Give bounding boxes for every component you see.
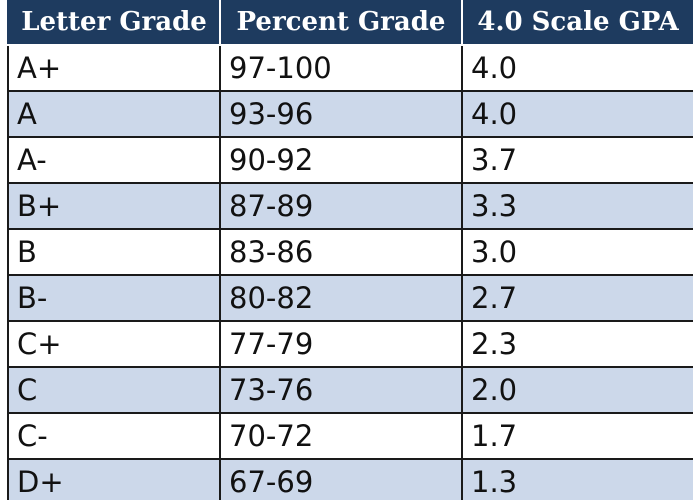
gpa-cell: 3.0 (461, 228, 693, 276)
percent-grade-cell: 87-89 (219, 182, 463, 230)
table-row: A+ 97-100 4.0 (7, 44, 693, 92)
table-row: B 83-86 3.0 (7, 228, 693, 276)
header-gpa: 4.0 Scale GPA (461, 0, 693, 46)
table-row: D+ 67-69 1.3 (7, 458, 693, 500)
percent-grade-cell: 90-92 (219, 136, 463, 184)
gpa-cell: 2.0 (461, 366, 693, 414)
table-row: B- 80-82 2.7 (7, 274, 693, 322)
gpa-cell: 4.0 (461, 44, 693, 92)
table-row: C- 70-72 1.7 (7, 412, 693, 460)
letter-grade-cell: C (7, 366, 221, 414)
letter-grade-cell: C- (7, 412, 221, 460)
table-row: C+ 77-79 2.3 (7, 320, 693, 368)
gpa-cell: 4.0 (461, 90, 693, 138)
header-percent-grade: Percent Grade (219, 0, 463, 46)
header-row: Letter Grade Percent Grade 4.0 Scale GPA (7, 0, 693, 46)
table-row: B+ 87-89 3.3 (7, 182, 693, 230)
table-row: A 93-96 4.0 (7, 90, 693, 138)
letter-grade-cell: A- (7, 136, 221, 184)
gpa-cell: 3.7 (461, 136, 693, 184)
table-row: C 73-76 2.0 (7, 366, 693, 414)
grade-conversion-table: Letter Grade Percent Grade 4.0 Scale GPA… (7, 0, 693, 500)
gpa-cell: 1.3 (461, 458, 693, 500)
grade-table-container: Letter Grade Percent Grade 4.0 Scale GPA… (7, 0, 693, 500)
gpa-cell: 2.7 (461, 274, 693, 322)
percent-grade-cell: 97-100 (219, 44, 463, 92)
letter-grade-cell: B+ (7, 182, 221, 230)
percent-grade-cell: 73-76 (219, 366, 463, 414)
letter-grade-cell: A+ (7, 44, 221, 92)
letter-grade-cell: B (7, 228, 221, 276)
percent-grade-cell: 83-86 (219, 228, 463, 276)
percent-grade-cell: 93-96 (219, 90, 463, 138)
gpa-cell: 2.3 (461, 320, 693, 368)
percent-grade-cell: 77-79 (219, 320, 463, 368)
percent-grade-cell: 67-69 (219, 458, 463, 500)
header-letter-grade: Letter Grade (7, 0, 221, 46)
percent-grade-cell: 80-82 (219, 274, 463, 322)
percent-grade-cell: 70-72 (219, 412, 463, 460)
gpa-cell: 3.3 (461, 182, 693, 230)
table-row: A- 90-92 3.7 (7, 136, 693, 184)
letter-grade-cell: A (7, 90, 221, 138)
letter-grade-cell: C+ (7, 320, 221, 368)
gpa-cell: 1.7 (461, 412, 693, 460)
letter-grade-cell: D+ (7, 458, 221, 500)
letter-grade-cell: B- (7, 274, 221, 322)
